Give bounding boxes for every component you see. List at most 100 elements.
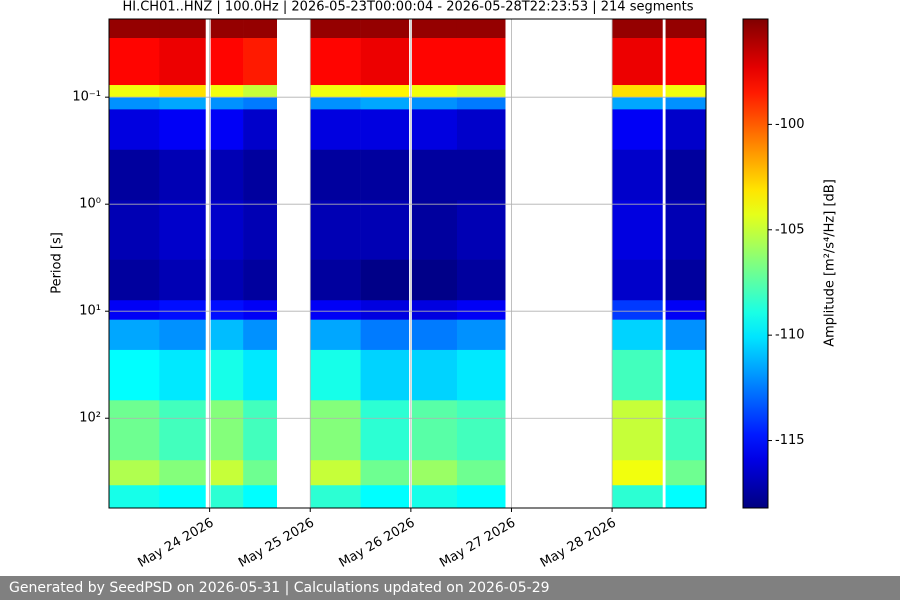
heatmap-cell [456, 400, 506, 461]
heatmap-cell [159, 109, 206, 151]
heatmap-cell [159, 400, 206, 461]
heatmap-cell [612, 97, 663, 110]
heatmap-cell [360, 400, 410, 461]
heatmap-cell [411, 97, 458, 110]
x-tick-label: May 25 2026 [236, 516, 317, 571]
colorbar-tick-label: -105 [775, 222, 805, 237]
heatmap-cell [411, 400, 458, 461]
heatmap-cell [456, 38, 506, 86]
heatmap-cell [456, 349, 506, 401]
heatmap-cell [360, 85, 410, 98]
y-tick-label: 10² [79, 411, 101, 426]
heatmap-cell [210, 149, 244, 201]
colorbar-tick-label: -115 [775, 433, 805, 448]
heatmap-cell [210, 460, 244, 486]
heatmap-cell [243, 400, 277, 461]
heatmap-cell [612, 400, 663, 461]
heatmap-cell [612, 109, 663, 151]
heatmap-cell [360, 300, 410, 320]
heatmap-cell [310, 349, 361, 401]
heatmap-cell [665, 149, 707, 201]
heatmap-cell [411, 149, 458, 201]
heatmap-cell [243, 85, 277, 98]
heatmap-cell [612, 259, 663, 301]
heatmap-cell [456, 300, 506, 320]
heatmap-cell [109, 259, 160, 301]
heatmap-cell [665, 109, 707, 151]
heatmap-cell [210, 300, 244, 320]
x-tick-label: May 26 2026 [337, 516, 418, 571]
colorbar-tick-label: -100 [775, 117, 805, 132]
heatmap-cell [411, 349, 458, 401]
heatmap-cell [665, 85, 707, 98]
heatmap-cell [210, 38, 244, 86]
heatmap-cell [109, 460, 160, 486]
heatmap-cell [159, 97, 206, 110]
heatmap-cell [109, 85, 160, 98]
heatmap-cell [456, 319, 506, 351]
heatmap-cell [243, 97, 277, 110]
heatmap-cell [159, 38, 206, 86]
heatmap-cell [210, 400, 244, 461]
heatmap-cell [310, 259, 361, 301]
heatmap-cell [456, 460, 506, 486]
heatmap-cell [243, 38, 277, 86]
heatmap-cell [612, 300, 663, 320]
heatmap-cell [210, 19, 244, 39]
heatmap-cell [159, 149, 206, 201]
heatmap-cell [310, 19, 361, 39]
heatmap-cell [159, 319, 206, 351]
heatmap-cell [360, 485, 410, 509]
heatmap-cell [665, 200, 707, 260]
heatmap-cell [243, 460, 277, 486]
x-tick-label: May 28 2026 [538, 516, 619, 571]
heatmap-cell [310, 460, 361, 486]
heatmap-cell [210, 349, 244, 401]
heatmap-cell [360, 149, 410, 201]
y-axis-label: Period [s] [50, 232, 65, 294]
heatmap-cell [310, 200, 361, 260]
heatmap-cell [612, 38, 663, 86]
chart-title: HI.CH01..HNZ | 100.0Hz | 2026-05-23T00:0… [122, 0, 693, 15]
x-tick-label: May 24 2026 [135, 516, 216, 571]
heatmap-cell [411, 485, 458, 509]
heatmap-cell [210, 319, 244, 351]
heatmap-cell [310, 319, 361, 351]
heatmap-cell [360, 19, 410, 39]
heatmap-cell [360, 349, 410, 401]
heatmap-cell [456, 109, 506, 151]
heatmap-cell [665, 38, 707, 86]
heatmap-cell [109, 300, 160, 320]
heatmap-cell [109, 485, 160, 509]
heatmap-cell [310, 38, 361, 86]
heatmap-cell [109, 349, 160, 401]
heatmap-cell [665, 259, 707, 301]
heatmap-cell [360, 259, 410, 301]
heatmap-cell [411, 259, 458, 301]
colorbar-tick-label: -110 [775, 328, 805, 343]
heatmap-cell [411, 38, 458, 86]
heatmap-cell [360, 109, 410, 151]
heatmap-cell [411, 85, 458, 98]
x-tick-label: May 27 2026 [437, 516, 518, 571]
heatmap-cell [360, 460, 410, 486]
heatmap-cell [665, 485, 707, 509]
heatmap-cell [411, 319, 458, 351]
heatmap-cell [159, 460, 206, 486]
heatmap-cell [210, 109, 244, 151]
heatmap-cell [612, 460, 663, 486]
heatmap-cell [310, 149, 361, 201]
heatmap-cell [243, 349, 277, 401]
heatmap-cell [159, 300, 206, 320]
heatmap-cell [109, 38, 160, 86]
heatmap-cell [310, 300, 361, 320]
heatmap-cell [411, 109, 458, 151]
heatmap-cell [411, 200, 458, 260]
heatmap-cell [210, 97, 244, 110]
heatmap-cell [456, 259, 506, 301]
heatmap-cell [612, 200, 663, 260]
heatmap-cell [210, 259, 244, 301]
footer: Generated by SeedPSD on 2026-05-31 | Cal… [0, 576, 900, 600]
heatmap-cell [210, 485, 244, 509]
